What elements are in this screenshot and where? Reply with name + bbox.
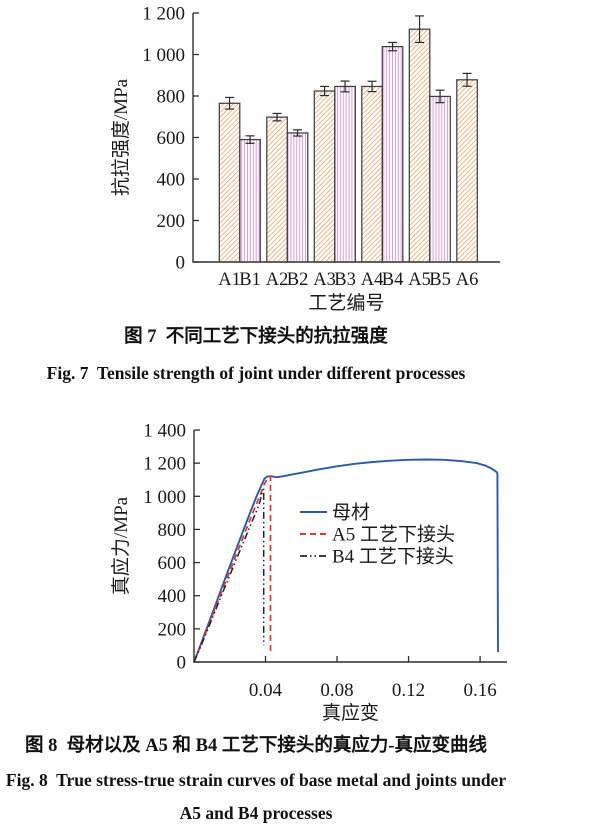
legend-label-a5-joint: A5 工艺下接头 [332, 524, 455, 546]
figure7-xtick-label: A1 [218, 270, 241, 290]
bar-A6 [456, 79, 478, 263]
figure8-caption-en-line2: A5 and B4 processes [179, 803, 333, 823]
bar-B5 [429, 95, 451, 263]
figure7-ytick-label: 400 [157, 170, 186, 191]
legend-label-b4-joint: B4 工艺下接头 [332, 546, 454, 568]
error-bar-B5 [435, 89, 445, 104]
figure7-xtick-label: B1 [239, 270, 261, 290]
figure8-ytick-label: 1 200 [143, 454, 186, 475]
figure8-ytick-label: 600 [158, 553, 187, 574]
figure8-ytick-label: 0 [177, 653, 187, 674]
figure7-ytick-label: 1 000 [142, 45, 185, 66]
bar-B1 [239, 138, 261, 263]
legend-entry-a5-joint: A5 工艺下接头 [300, 524, 455, 546]
error-bar-A1 [225, 96, 235, 110]
figure7-xtick-label: A5 [408, 270, 431, 290]
figure8-ytick-label: 800 [158, 520, 187, 541]
bar-A5 [408, 28, 431, 263]
figure7-xtick-label: B4 [382, 270, 404, 290]
bar-A4 [361, 85, 383, 263]
figure8-caption-en-line1: Fig. 8 True stress-true strain curves of… [5, 770, 507, 790]
error-bar-A6 [462, 72, 472, 87]
figure8-ytick-label: 200 [158, 619, 187, 640]
figure8-xtick-label: 0.16 [463, 680, 496, 701]
error-bar-B4 [388, 41, 398, 52]
figure7-caption-en: Fig. 7 Tensile strength of joint under d… [46, 363, 466, 383]
error-bar-A4 [367, 80, 377, 93]
figure8-ylabel: 真应力/MPa [110, 496, 132, 595]
figure7-xtick-label: B3 [334, 270, 356, 290]
figure7-xtick-label: A3 [313, 270, 336, 290]
curve-base-metal [193, 458, 499, 663]
error-bar-A5 [415, 15, 425, 44]
figure8-caption-zh: 图 8 母材以及 A5 和 B4 工艺下接头的真应力-真应变曲线 [25, 736, 487, 756]
bar-A1 [218, 102, 241, 263]
bar-B3 [334, 85, 356, 263]
figure7-ytick-label: 600 [157, 128, 186, 149]
figure7-xlabel: 工艺编号 [308, 292, 384, 314]
figure8-xtick-label: 0.04 [249, 680, 283, 701]
figure7-xtick-label: A4 [361, 270, 384, 290]
figure7-xtick-label: A2 [266, 270, 289, 290]
figure8-ytick-label: 1 400 [143, 421, 186, 442]
figure8-xtick-label: 0.08 [320, 680, 353, 701]
figure7-xtick-label: B2 [287, 270, 309, 290]
figure8-xtick-label: 0.12 [392, 680, 425, 701]
bar-B4 [381, 45, 404, 263]
bar-A3 [313, 90, 336, 263]
legend-entry-b4-joint: B4 工艺下接头 [300, 546, 454, 568]
figure7-ytick-label: 200 [157, 211, 186, 232]
figure8-line-chart: 0 200 400 600 800 1 000 1 200 1 400 0.04 0.08 0.12… [110, 421, 507, 724]
error-bar-B2 [293, 129, 303, 137]
bar-A2 [266, 116, 288, 263]
legend-entry-base-metal: 母材 [300, 502, 370, 524]
figure7-xtick-label: B5 [429, 270, 451, 290]
figure7-xtick-label: A6 [456, 270, 479, 290]
error-bar-B3 [340, 80, 350, 93]
figure8-ytick-label: 400 [158, 586, 187, 607]
figure8-ytick-label: 1 000 [143, 487, 186, 508]
error-bar-A2 [272, 112, 282, 122]
error-bar-A3 [320, 85, 330, 97]
figure8-xlabel: 真应变 [322, 702, 379, 724]
figure7-ytick-label: 1 200 [142, 4, 185, 25]
error-bar-B1 [245, 135, 255, 144]
figure7-ytick-label: 800 [157, 87, 186, 108]
bar-B2 [286, 132, 309, 263]
legend-label-base-metal: 母材 [332, 502, 370, 524]
figure7-ylabel: 抗拉强度/MPa [110, 78, 132, 196]
figure7-ytick-label: 0 [176, 253, 186, 274]
figure7-caption-zh: 图 7 不同工艺下接头的抗拉强度 [124, 327, 388, 347]
curve-b4-joint [193, 488, 265, 663]
